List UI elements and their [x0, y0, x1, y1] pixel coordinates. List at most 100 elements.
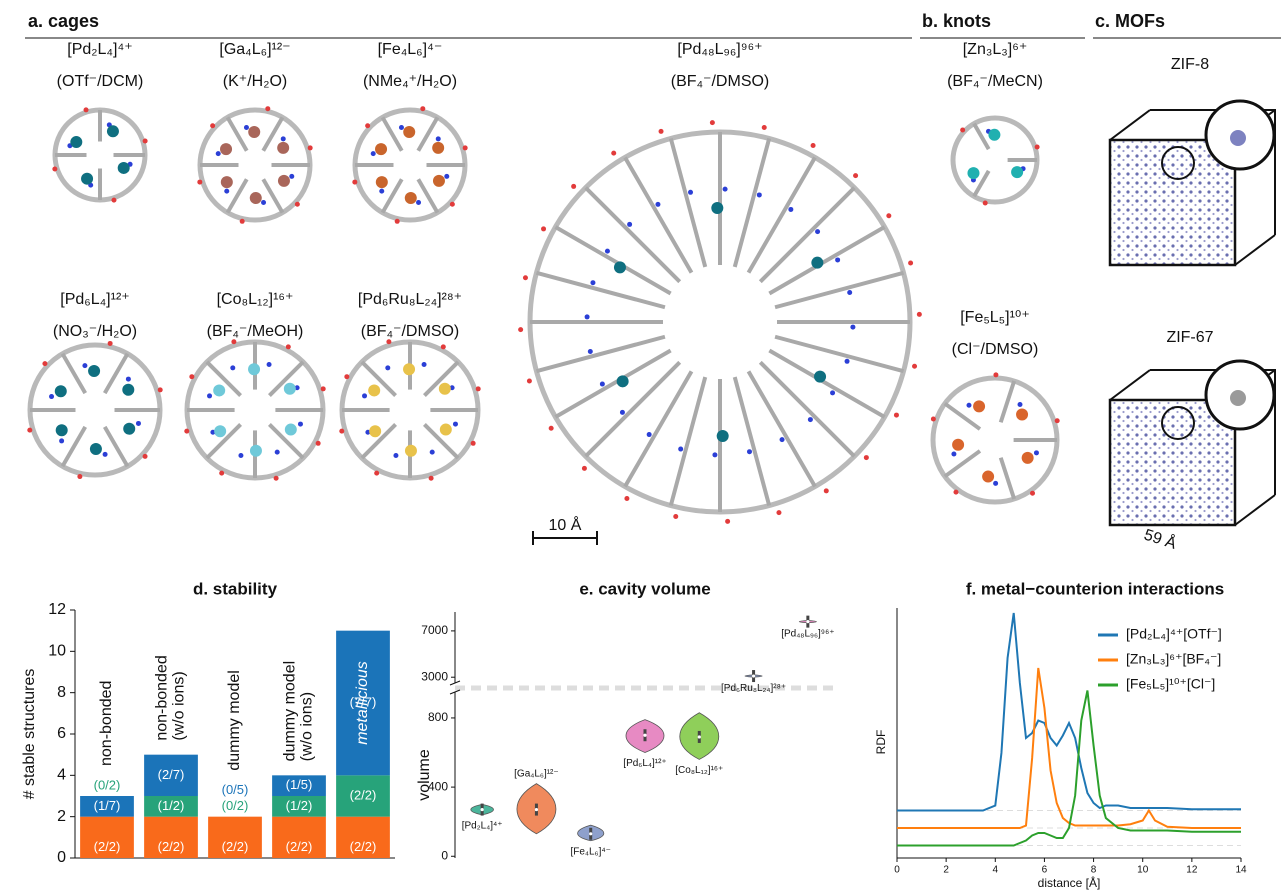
o-atom: [111, 198, 116, 203]
structure-formula: [Fe₅L₅]¹⁰⁺: [960, 309, 1030, 326]
violin-label: [Co₈L₁₂]¹⁶⁺: [675, 765, 723, 776]
metal-atom: [248, 126, 260, 138]
violin-label: [Fe₄L₆]⁴⁻: [570, 846, 610, 857]
o-atom: [108, 341, 113, 346]
y-tick-label: 3000: [421, 669, 448, 683]
n-atom: [422, 362, 427, 367]
molecule-structure: [339, 339, 480, 480]
metal-atom: [88, 365, 100, 377]
o-atom: [286, 344, 291, 349]
value-label: (0/2): [222, 798, 249, 813]
y-tick-label: 800: [428, 710, 448, 724]
structure-formula: [Pd₂L₄]⁴⁺: [67, 41, 132, 58]
o-atom: [811, 143, 816, 148]
value-label: (0/2): [94, 777, 121, 792]
o-atom: [476, 386, 481, 391]
n-atom: [436, 136, 441, 141]
value-label: (1/5): [286, 777, 313, 792]
metal-atom: [403, 363, 415, 375]
legend-label: [Zn₃L₃]⁶⁺[BF₄⁻]: [1126, 651, 1221, 667]
o-atom: [912, 364, 917, 369]
structure-formula: [Zn₃L₃]⁶⁺: [963, 41, 1028, 58]
ligand: [1001, 458, 1014, 499]
structure-conditions: (K⁺/H₂O): [223, 73, 287, 90]
o-atom: [429, 476, 434, 481]
y-tick-label: 6: [57, 725, 66, 742]
n-atom: [757, 192, 762, 197]
o-atom: [673, 514, 678, 519]
molecule-structure: [518, 120, 922, 524]
n-atom: [847, 290, 852, 295]
o-atom: [265, 106, 270, 111]
ligand: [586, 188, 680, 282]
o-atom: [295, 202, 300, 207]
x-tick-label: 12: [1186, 865, 1198, 876]
x-tick-label: 6: [1042, 865, 1048, 876]
o-atom: [523, 275, 528, 280]
structure-conditions: (BF₄⁻/MeOH): [207, 323, 304, 340]
n-atom: [216, 151, 221, 156]
n-atom: [688, 190, 693, 195]
metal-atom: [213, 384, 225, 396]
ligand: [1001, 381, 1014, 422]
n-atom: [723, 187, 728, 192]
n-atom: [993, 481, 998, 486]
o-atom: [725, 519, 730, 524]
metal-atom: [90, 443, 102, 455]
metal-atom: [123, 423, 135, 435]
o-atom: [824, 488, 829, 493]
o-atom: [308, 145, 313, 150]
value-label: (2/7): [158, 767, 185, 782]
metal-atom: [967, 167, 979, 179]
value-label: (2/2): [286, 839, 313, 854]
structure-conditions: (NMe₄⁺/H₂O): [363, 73, 457, 90]
metal-atom: [711, 202, 723, 214]
n-atom: [103, 452, 108, 457]
metal-atom: [440, 424, 452, 436]
n-atom: [244, 125, 249, 130]
metal-atom: [118, 162, 130, 174]
y-axis-label: # stable structures: [21, 669, 38, 800]
rdf-line: [897, 613, 1241, 811]
structure-formula: [Fe₄L₆]⁴⁻: [378, 41, 443, 58]
n-atom: [444, 174, 449, 179]
o-atom: [189, 374, 194, 379]
ligand: [63, 354, 86, 393]
ligand: [974, 124, 989, 149]
n-atom: [788, 207, 793, 212]
metal-atom: [403, 126, 415, 138]
value-label: (2/2): [94, 839, 121, 854]
metal-atom: [284, 383, 296, 395]
x-tick-label: 4: [993, 865, 999, 876]
structure-formula: [Pd₆Ru₈L₂₄]²⁸⁺: [358, 291, 462, 308]
n-atom: [815, 229, 820, 234]
n-atom: [830, 390, 835, 395]
o-atom: [158, 387, 163, 392]
n-atom: [647, 432, 652, 437]
panel-title: b. knots: [922, 11, 991, 31]
o-atom: [184, 429, 189, 434]
o-atom: [886, 213, 891, 218]
n-atom: [966, 403, 971, 408]
x-tick-label: 0: [894, 865, 900, 876]
metal-atom: [369, 425, 381, 437]
o-atom: [441, 344, 446, 349]
o-atom: [1055, 418, 1060, 423]
o-atom: [582, 466, 587, 471]
n-atom: [362, 393, 367, 398]
n-atom: [207, 393, 212, 398]
n-atom: [627, 222, 632, 227]
value-label: (0/5): [222, 782, 249, 797]
metal-atom: [952, 439, 964, 451]
o-atom: [210, 123, 215, 128]
rdf-line: [897, 668, 1241, 828]
median: [752, 674, 755, 677]
o-atom: [917, 312, 922, 317]
structure-formula: [Ga₄L₆]¹²⁻: [219, 41, 290, 58]
o-atom: [853, 173, 858, 178]
ligand: [105, 427, 128, 466]
zoom-atom: [1230, 390, 1246, 406]
n-atom: [136, 421, 141, 426]
n-atom: [845, 359, 850, 364]
o-atom: [931, 417, 936, 422]
